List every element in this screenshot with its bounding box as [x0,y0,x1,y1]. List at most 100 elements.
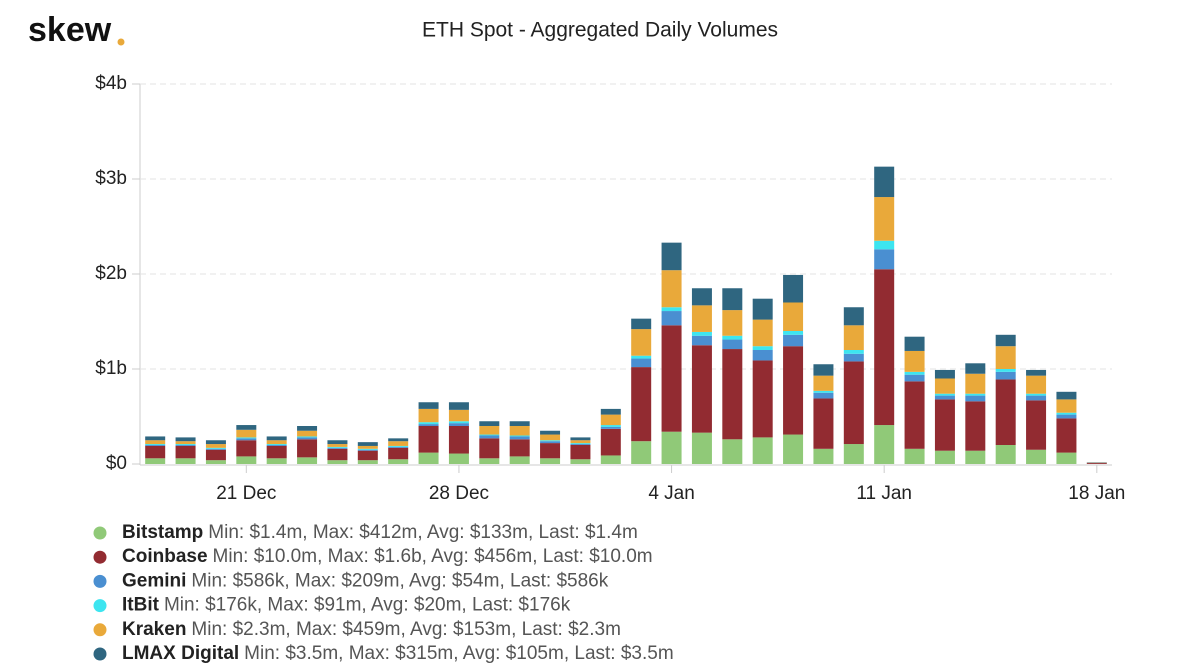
bar-segment [934,450,955,464]
bar-segment [236,438,257,441]
bar-segment [509,456,530,464]
bar-segment [327,448,348,461]
logo-dot [117,38,125,46]
bar-segment [1056,412,1077,415]
bar-segment [357,450,378,461]
bar-segment [1026,393,1047,396]
bar-segment [448,421,469,424]
bar-segment [205,460,226,464]
bar-segment [236,437,257,439]
bar-segment [448,426,469,454]
bar-segment [813,392,834,399]
bar-segment [266,444,287,445]
bar-segment [1086,462,1107,464]
bar-segment [509,436,530,440]
legend-marker [93,526,107,540]
bar-segment [570,440,591,444]
bar-segment [904,374,925,382]
legend-marker [93,599,107,613]
legend-name: Kraken [122,619,186,640]
bar-segment [874,269,895,426]
bar-segment [934,399,955,451]
bar-segment [661,270,682,308]
bar-segment [661,311,682,326]
bar-segment [995,371,1016,380]
y-tick-label: $4b [95,73,127,94]
bar-segment [995,334,1016,347]
bar-segment [448,423,469,426]
bar-segment [783,346,804,435]
bar-segment [752,298,773,320]
bar-segment [843,361,864,445]
bar-segment [236,456,257,464]
bar-segment [297,436,318,438]
bar-segment [418,402,439,409]
y-tick-label: $1b [95,358,127,379]
bar-segment [904,371,925,375]
bar-segment [691,432,712,464]
bar-segment [570,445,591,460]
bar-segment [479,426,500,435]
bar-segment [388,459,409,464]
bar-segment [965,401,986,451]
bar-segment [904,381,925,449]
legend-name: ItBit [122,595,160,616]
bar-segment [266,440,287,445]
bar-segment [509,421,530,426]
bar-segment [752,360,773,438]
bar-segment [357,445,378,449]
bar-segment [205,444,226,448]
bar-segment [631,318,652,330]
bar-segment [418,426,439,453]
legend-marker [93,550,107,564]
bar-segment [175,444,196,445]
legend-name: Gemini [122,570,186,591]
bar-segment [965,450,986,464]
bar-segment [600,426,621,429]
bar-segment [661,242,682,271]
bar-segment [1056,452,1077,464]
legend-summary: Min: $2.3m, Max: $459m, Avg: $153m, Last… [191,619,620,640]
bar-segment [631,358,652,368]
bar-segment [752,346,773,350]
bar-segment [1056,399,1077,413]
bar-segment [205,447,226,449]
legend-entry: Bitstamp Min: $1.4m, Max: $412m, Avg: $13… [122,522,638,543]
bar-segment [691,331,712,336]
bar-segment [813,375,834,391]
bar-segment [540,441,561,444]
bar-segment [631,329,652,356]
legend-marker [93,574,107,588]
bar-segment [145,458,166,464]
bar-segment [145,440,166,445]
bar-segment [600,455,621,464]
bar-segment [813,448,834,464]
bar-segment [448,453,469,464]
bar-segment [357,460,378,464]
bar-segment [843,444,864,464]
bar-segment [691,305,712,332]
bar-segment [631,441,652,464]
bar-segment [722,288,743,311]
bar-segment [1026,449,1047,464]
bar-segment [631,367,652,442]
bar-segment [995,379,1016,445]
bar-segment [722,335,743,340]
bar-segment [540,430,561,435]
y-tick-label: $2b [95,263,127,284]
bar-segment [631,355,652,359]
bar-segment [813,364,834,376]
bar-segment [479,438,500,459]
bar-segment [691,335,712,346]
bar-segment [904,448,925,464]
bar-segment [965,395,986,402]
bar-segment [388,447,409,460]
x-tick-label: 28 Dec [429,483,489,504]
bar-segment [874,249,895,270]
bar-segment [145,445,166,446]
bar-segment [1056,418,1077,453]
y-tick-label: $0 [106,453,127,474]
bar-segment [509,435,530,437]
legend-marker [93,623,107,637]
bar-segment [509,426,530,436]
